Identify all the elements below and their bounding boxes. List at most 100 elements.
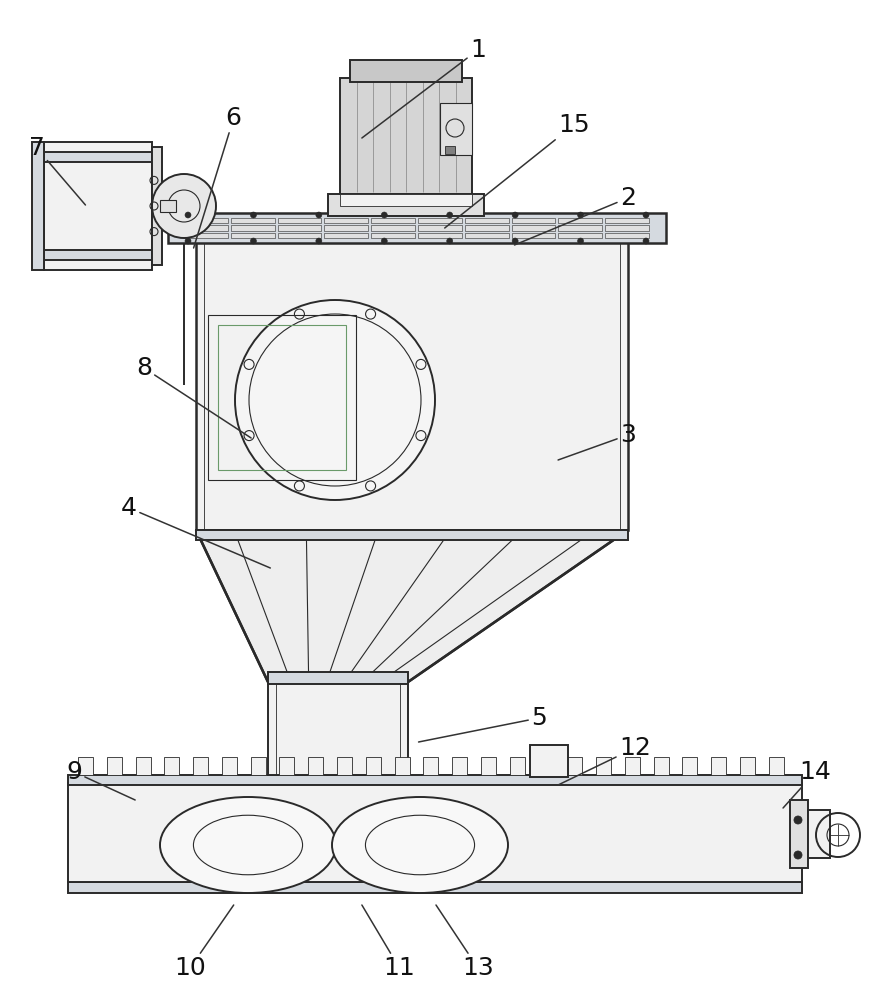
- Bar: [328, 194, 484, 216]
- Text: 15: 15: [445, 113, 589, 228]
- Bar: [231, 218, 275, 223]
- Bar: [481, 757, 496, 775]
- Bar: [268, 682, 408, 775]
- Bar: [68, 783, 802, 882]
- Bar: [453, 757, 467, 775]
- Bar: [539, 757, 554, 775]
- Circle shape: [577, 212, 583, 218]
- Text: 10: 10: [174, 905, 234, 980]
- Bar: [324, 218, 368, 223]
- Bar: [277, 233, 322, 238]
- Bar: [740, 757, 755, 775]
- Ellipse shape: [160, 797, 336, 893]
- Bar: [683, 757, 698, 775]
- Bar: [152, 147, 162, 265]
- Circle shape: [152, 174, 216, 238]
- Bar: [712, 757, 726, 775]
- Bar: [605, 225, 649, 231]
- Bar: [277, 218, 322, 223]
- Bar: [196, 530, 628, 540]
- Bar: [605, 233, 649, 238]
- Text: 12: 12: [558, 736, 651, 785]
- Bar: [371, 225, 415, 231]
- Circle shape: [643, 212, 649, 218]
- Bar: [337, 757, 352, 775]
- Text: 14: 14: [783, 760, 831, 808]
- Bar: [208, 315, 356, 480]
- Text: 1: 1: [362, 38, 486, 138]
- Bar: [605, 218, 649, 223]
- Text: 6: 6: [194, 106, 242, 248]
- Polygon shape: [196, 530, 628, 682]
- Text: 3: 3: [558, 423, 636, 460]
- Bar: [465, 233, 508, 238]
- Bar: [558, 225, 603, 231]
- Circle shape: [250, 238, 256, 244]
- Bar: [418, 225, 462, 231]
- Bar: [78, 757, 93, 775]
- Bar: [510, 757, 525, 775]
- Bar: [530, 745, 568, 777]
- Circle shape: [316, 238, 322, 244]
- Bar: [324, 225, 368, 231]
- Bar: [135, 757, 151, 775]
- Bar: [790, 800, 808, 868]
- Ellipse shape: [332, 797, 508, 893]
- Bar: [309, 757, 324, 775]
- Circle shape: [577, 238, 583, 244]
- Circle shape: [381, 212, 387, 218]
- Bar: [193, 757, 208, 775]
- Circle shape: [794, 851, 802, 859]
- Bar: [251, 757, 266, 775]
- Bar: [44, 142, 152, 270]
- Text: 2: 2: [514, 186, 636, 245]
- Bar: [68, 882, 802, 893]
- Bar: [445, 146, 455, 154]
- Bar: [395, 757, 410, 775]
- Bar: [280, 757, 295, 775]
- Bar: [440, 103, 472, 155]
- Text: 8: 8: [136, 356, 251, 438]
- Circle shape: [185, 212, 191, 218]
- Bar: [350, 60, 462, 82]
- Bar: [196, 240, 628, 530]
- Bar: [168, 213, 666, 243]
- Bar: [512, 218, 555, 223]
- Bar: [558, 233, 603, 238]
- Circle shape: [185, 238, 191, 244]
- Bar: [512, 233, 555, 238]
- Bar: [184, 225, 228, 231]
- Text: 7: 7: [29, 136, 85, 205]
- Circle shape: [512, 238, 518, 244]
- Bar: [371, 233, 415, 238]
- Bar: [596, 757, 611, 775]
- Bar: [324, 233, 368, 238]
- Text: 5: 5: [419, 706, 547, 742]
- Bar: [221, 757, 237, 775]
- Bar: [184, 218, 228, 223]
- Bar: [340, 78, 472, 194]
- Circle shape: [250, 212, 256, 218]
- Text: 9: 9: [66, 760, 135, 800]
- Bar: [654, 757, 669, 775]
- Bar: [68, 775, 802, 785]
- Bar: [231, 233, 275, 238]
- Circle shape: [512, 212, 518, 218]
- Bar: [371, 218, 415, 223]
- Circle shape: [446, 212, 453, 218]
- Bar: [218, 325, 346, 470]
- Bar: [769, 757, 784, 775]
- Bar: [625, 757, 640, 775]
- Bar: [160, 200, 176, 212]
- Bar: [268, 672, 408, 684]
- Bar: [106, 757, 122, 775]
- Bar: [418, 218, 462, 223]
- Bar: [44, 250, 152, 260]
- Bar: [568, 757, 582, 775]
- Circle shape: [235, 300, 435, 500]
- Text: 4: 4: [121, 496, 270, 568]
- Circle shape: [794, 816, 802, 824]
- Bar: [164, 757, 180, 775]
- Bar: [231, 225, 275, 231]
- Circle shape: [381, 238, 387, 244]
